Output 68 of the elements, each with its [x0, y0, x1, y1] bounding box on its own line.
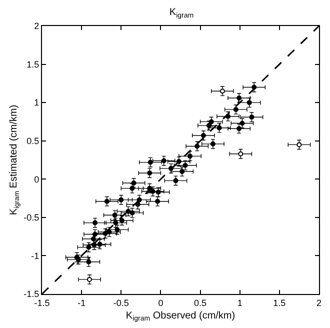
- point: [233, 106, 238, 112]
- point: [238, 151, 244, 156]
- point: [296, 142, 302, 148]
- point: [210, 141, 216, 146]
- point: [130, 186, 135, 191]
- point: [156, 190, 161, 195]
- point: [86, 259, 92, 264]
- point: [182, 162, 188, 168]
- point: [130, 210, 135, 216]
- x-tick-label: 0.5: [194, 298, 207, 308]
- y-tick-label: 2: [34, 21, 40, 32]
- y-tick-label: 1: [34, 98, 40, 108]
- x-tick-label: 0: [158, 298, 164, 308]
- point: [114, 227, 120, 232]
- point: [135, 202, 140, 207]
- y-tick-label: 0.5: [26, 136, 40, 146]
- x-tick-label: -0.5: [113, 298, 129, 308]
- point: [208, 119, 214, 124]
- point: [246, 100, 252, 106]
- point: [147, 170, 152, 176]
- point: [148, 160, 153, 165]
- point: [194, 144, 200, 149]
- x-axis-title: K$_{igram}$ Observed (cm/km): [126, 310, 236, 322]
- point: [220, 88, 225, 94]
- point: [180, 168, 185, 174]
- point: [206, 123, 212, 128]
- point: [147, 186, 152, 191]
- x-tick-label: 1.5: [273, 298, 286, 308]
- point: [168, 166, 174, 171]
- point: [119, 218, 124, 223]
- point: [86, 244, 92, 250]
- point: [252, 84, 257, 90]
- point: [161, 158, 166, 164]
- point: [112, 212, 118, 218]
- point: [113, 220, 118, 226]
- point: [216, 125, 222, 130]
- point: [118, 197, 124, 202]
- point: [225, 114, 230, 119]
- point: [188, 154, 192, 159]
- point: [136, 197, 142, 202]
- point: [97, 242, 102, 247]
- y-tick-label: 1.5: [26, 59, 40, 70]
- point: [126, 208, 131, 214]
- y-tick-label: -1: [31, 250, 40, 261]
- point: [249, 114, 254, 120]
- point: [240, 120, 245, 126]
- point: [131, 180, 136, 186]
- point: [92, 232, 98, 237]
- point: [176, 159, 182, 164]
- y-tick-label: -1.5: [24, 289, 40, 300]
- y-tick-label: 0: [34, 174, 40, 184]
- point: [200, 133, 206, 138]
- y-tick-label: -0.5: [24, 212, 40, 223]
- x-tick-label: 1: [237, 298, 242, 308]
- x-tick-label: -1: [78, 298, 86, 308]
- chart-title: K$_{igram}$: [169, 7, 194, 20]
- point: [155, 198, 160, 204]
- point: [90, 236, 96, 242]
- point: [173, 178, 178, 184]
- point: [92, 220, 98, 226]
- point: [236, 126, 242, 132]
- x-tick-label: 2: [316, 298, 322, 308]
- point: [150, 188, 156, 194]
- point: [236, 95, 242, 100]
- point: [92, 242, 97, 248]
- point: [104, 198, 110, 204]
- point: [102, 231, 108, 236]
- point: [86, 276, 92, 282]
